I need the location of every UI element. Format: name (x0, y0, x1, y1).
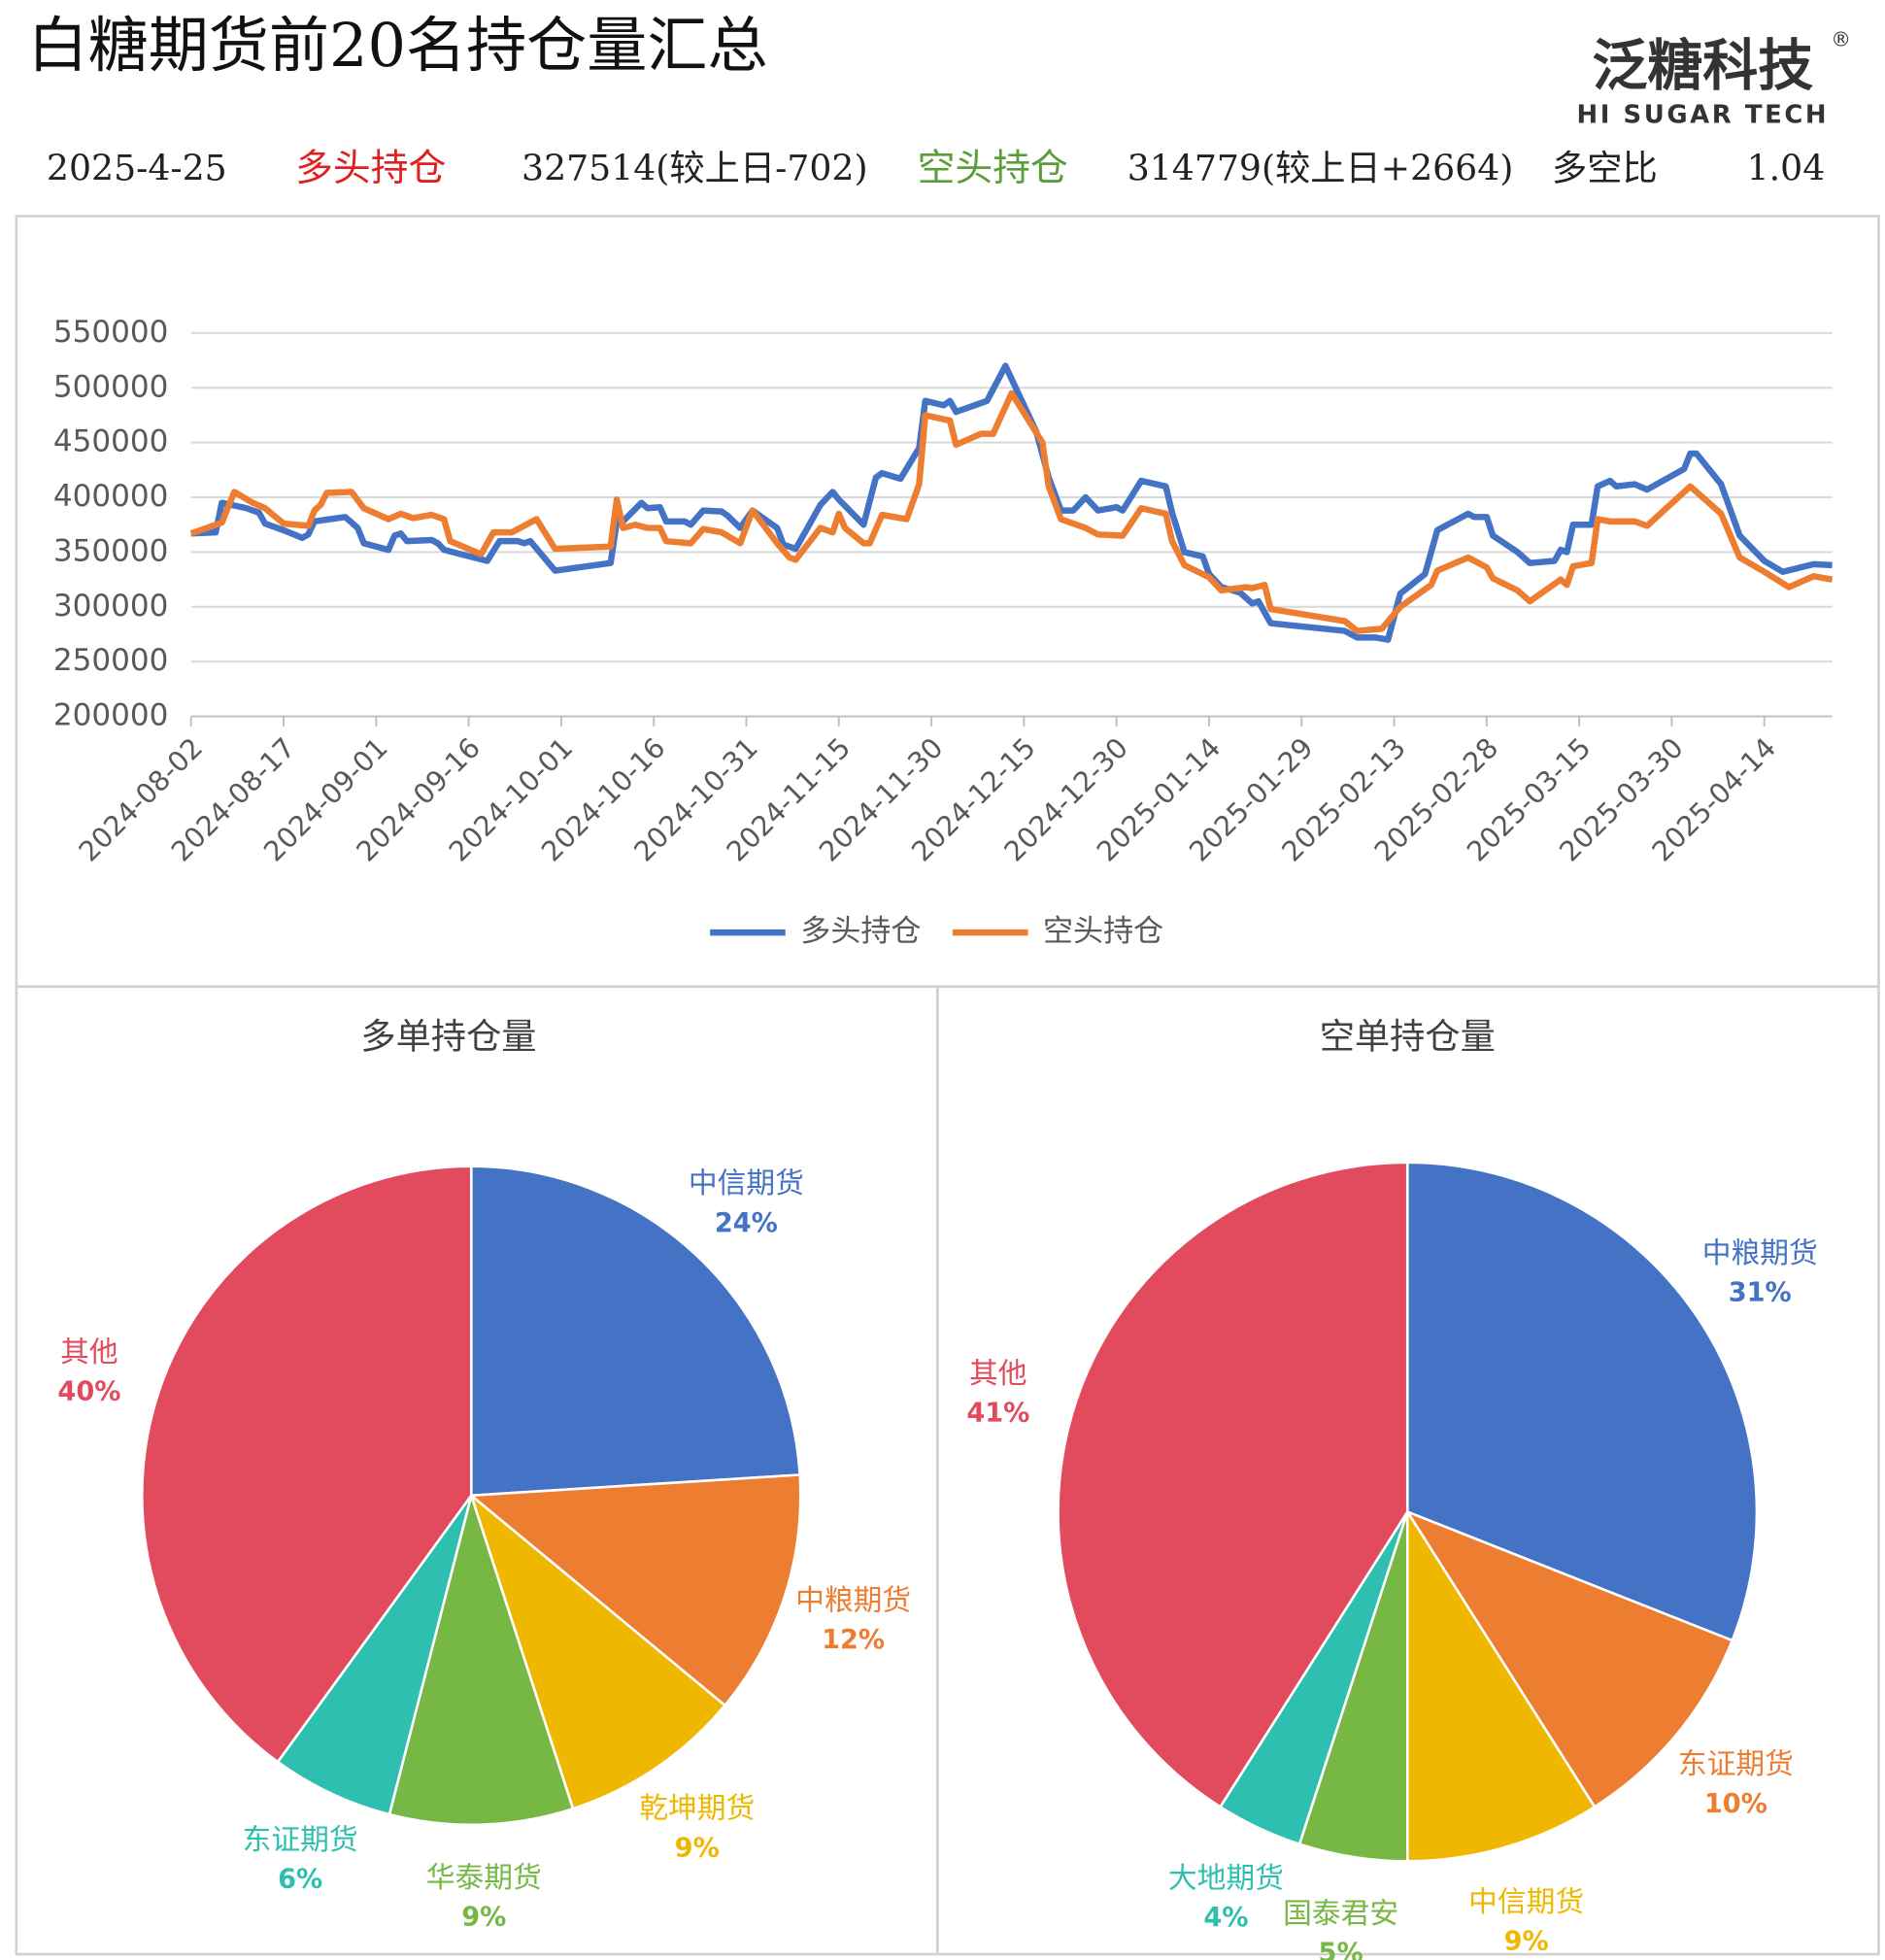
logo: 泛糖科技 (1592, 34, 1813, 98)
legend-label: 多头持仓 (800, 914, 921, 949)
slice-label: 东证期货 (1678, 1747, 1794, 1781)
pie-slice (469, 1165, 801, 1498)
slice-label: 国泰君安 (1283, 1897, 1398, 1931)
pie-slice (1405, 1161, 1759, 1642)
slice-label: 东证期货 (243, 1823, 358, 1857)
logo-mark: ® (1831, 27, 1851, 51)
slice-value-label: 5% (1319, 1939, 1363, 1960)
y-tick-label: 200000 (53, 698, 169, 733)
slice-label: 乾坤期货 (639, 1792, 755, 1826)
pie-slice (468, 1491, 727, 1810)
pie-slice (1057, 1161, 1409, 1809)
slice-value-label: 9% (675, 1833, 720, 1863)
pie-slice (1404, 1508, 1734, 1809)
date: 2025-4-25 (47, 147, 227, 188)
slice-label: 中信期货 (689, 1166, 804, 1200)
pie-slice (387, 1491, 575, 1827)
slice-value-label: 10% (1704, 1789, 1767, 1819)
slice-value-label: 24% (715, 1208, 778, 1238)
slice-label: 华泰期货 (426, 1861, 542, 1895)
y-tick-label: 350000 (53, 533, 169, 568)
slice-value-label: 4% (1203, 1903, 1248, 1933)
slice-label: 大地期货 (1168, 1862, 1284, 1896)
short-value: 314779(较上日+2664) (1128, 147, 1514, 188)
slice-label: 其他 (60, 1335, 118, 1369)
long-label: 多头持仓 (295, 147, 446, 190)
slice-value-label: 9% (1504, 1927, 1549, 1957)
slice-label: 其他 (969, 1357, 1027, 1391)
long-value: 327514(较上日-702) (522, 147, 868, 188)
ratio-value: 1.04 (1747, 147, 1826, 188)
legend-label: 空头持仓 (1043, 914, 1163, 949)
y-tick-label: 300000 (53, 589, 169, 624)
y-tick-label: 400000 (53, 479, 169, 514)
pie-panel (936, 985, 1880, 1956)
pie-slice (276, 1495, 473, 1816)
slice-value-label: 12% (822, 1625, 885, 1655)
line-series (190, 362, 1833, 643)
slice-value-label: 31% (1729, 1277, 1792, 1307)
y-tick-label: 550000 (53, 315, 169, 350)
slice-value-label: 6% (278, 1864, 322, 1894)
y-tick-label: 250000 (53, 643, 169, 678)
line-series (189, 389, 1834, 634)
ratio-label: 多空比 (1552, 147, 1658, 188)
slice-label: 中粮期货 (1702, 1236, 1818, 1270)
slice-value-label: 41% (966, 1399, 1029, 1429)
y-tick-label: 450000 (53, 424, 169, 459)
pie-title: 多单持仓量 (360, 1016, 536, 1058)
slice-value-label: 9% (461, 1903, 506, 1933)
pie-slice (1405, 1507, 1597, 1863)
slice-value-label: 40% (57, 1376, 120, 1406)
pie-title: 空单持仓量 (1320, 1016, 1496, 1058)
page-title: 白糖期货前20名持仓量汇总 (28, 10, 768, 81)
slice-label: 中粮期货 (795, 1583, 911, 1617)
y-tick-label: 500000 (53, 369, 169, 404)
pie-slice (467, 1473, 802, 1707)
logo-subtitle: HI SUGAR TECH (1577, 101, 1830, 130)
short-label: 空头持仓 (918, 147, 1068, 190)
slice-label: 中信期货 (1468, 1885, 1584, 1919)
pie-slice (140, 1165, 473, 1764)
